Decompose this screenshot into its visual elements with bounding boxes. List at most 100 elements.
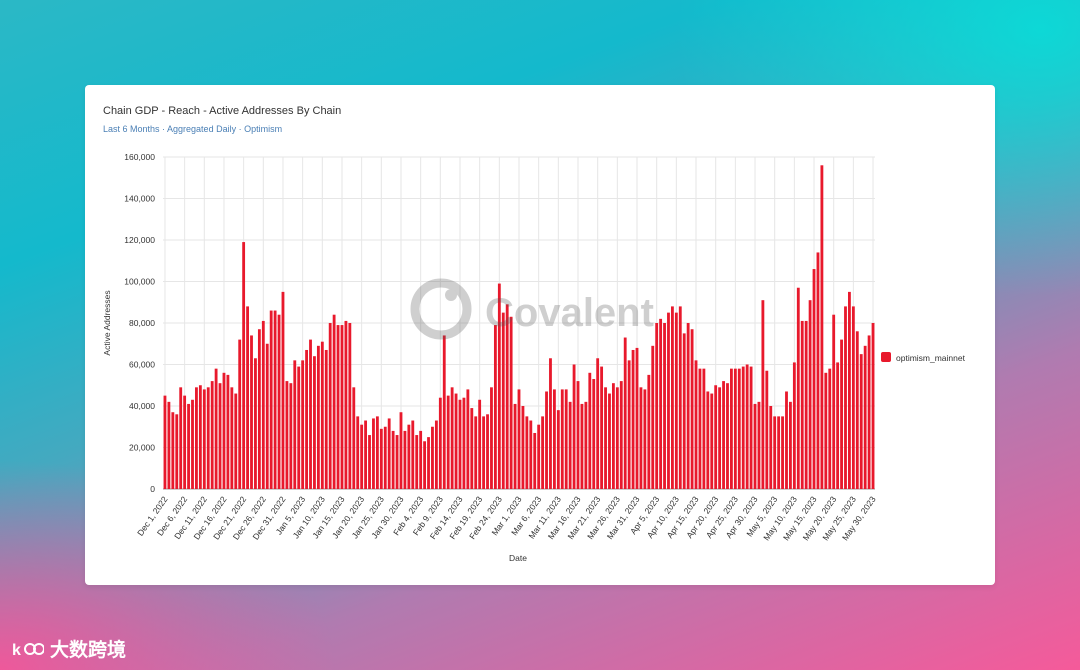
- bar[interactable]: [749, 366, 753, 489]
- bar[interactable]: [541, 416, 545, 490]
- bar[interactable]: [265, 343, 269, 489]
- bar[interactable]: [450, 387, 454, 489]
- bar[interactable]: [222, 372, 226, 489]
- bar[interactable]: [214, 368, 218, 489]
- bar[interactable]: [568, 401, 572, 489]
- bar[interactable]: [269, 310, 273, 489]
- bar[interactable]: [639, 387, 643, 489]
- bar[interactable]: [812, 269, 816, 489]
- bar[interactable]: [702, 368, 706, 489]
- bar[interactable]: [663, 323, 666, 489]
- bar[interactable]: [383, 426, 387, 489]
- bar[interactable]: [726, 383, 729, 489]
- bar[interactable]: [556, 410, 560, 489]
- bar[interactable]: [281, 291, 285, 490]
- bar[interactable]: [179, 387, 183, 489]
- bar[interactable]: [332, 314, 336, 489]
- bar[interactable]: [800, 320, 804, 489]
- bar[interactable]: [395, 435, 399, 489]
- bar[interactable]: [486, 414, 489, 489]
- bar[interactable]: [419, 430, 423, 489]
- bar[interactable]: [340, 325, 344, 489]
- bar[interactable]: [678, 306, 682, 489]
- bar[interactable]: [509, 316, 513, 489]
- bar[interactable]: [360, 424, 364, 489]
- bar[interactable]: [765, 370, 769, 489]
- bar[interactable]: [584, 401, 588, 489]
- bar[interactable]: [167, 401, 171, 489]
- bar[interactable]: [505, 304, 509, 489]
- bar[interactable]: [820, 165, 824, 490]
- bar[interactable]: [659, 318, 663, 489]
- bar[interactable]: [246, 306, 249, 489]
- bar[interactable]: [730, 368, 733, 489]
- bar[interactable]: [619, 381, 623, 489]
- bar[interactable]: [423, 441, 427, 489]
- bar[interactable]: [309, 339, 312, 489]
- bar[interactable]: [293, 360, 297, 489]
- bar[interactable]: [714, 385, 718, 489]
- bar[interactable]: [462, 397, 466, 489]
- bar[interactable]: [261, 320, 265, 489]
- bar[interactable]: [549, 358, 552, 489]
- bar[interactable]: [277, 314, 281, 489]
- bar[interactable]: [301, 360, 305, 489]
- bar[interactable]: [446, 395, 450, 490]
- bar[interactable]: [545, 391, 548, 489]
- bar[interactable]: [254, 358, 257, 489]
- bar[interactable]: [674, 312, 678, 490]
- bar[interactable]: [848, 291, 851, 490]
- bar[interactable]: [372, 418, 375, 489]
- bar[interactable]: [202, 389, 206, 489]
- bar[interactable]: [635, 347, 639, 489]
- bar[interactable]: [482, 416, 486, 490]
- bar[interactable]: [781, 416, 784, 490]
- bar[interactable]: [836, 362, 840, 489]
- bar[interactable]: [789, 401, 792, 489]
- bar[interactable]: [706, 391, 710, 489]
- bar[interactable]: [623, 337, 627, 489]
- bar[interactable]: [387, 418, 391, 489]
- bar[interactable]: [600, 366, 604, 489]
- bar[interactable]: [816, 252, 820, 489]
- bar[interactable]: [305, 349, 308, 489]
- bar[interactable]: [356, 416, 360, 490]
- bar[interactable]: [411, 420, 415, 489]
- bar[interactable]: [198, 385, 202, 489]
- bar[interactable]: [183, 395, 187, 490]
- bar[interactable]: [375, 416, 379, 490]
- bar[interactable]: [364, 420, 367, 489]
- bar[interactable]: [655, 323, 659, 489]
- bar[interactable]: [379, 428, 383, 489]
- bar[interactable]: [611, 383, 615, 489]
- bar[interactable]: [824, 372, 828, 489]
- bar[interactable]: [529, 420, 533, 489]
- bar[interactable]: [474, 416, 478, 490]
- bar[interactable]: [316, 345, 320, 489]
- bar[interactable]: [234, 393, 238, 489]
- bar[interactable]: [863, 345, 867, 489]
- bar[interactable]: [604, 387, 607, 489]
- bar[interactable]: [226, 374, 230, 490]
- bar[interactable]: [804, 320, 808, 489]
- bar[interactable]: [698, 368, 702, 489]
- bar[interactable]: [773, 416, 777, 490]
- bar[interactable]: [737, 368, 741, 489]
- bar[interactable]: [741, 366, 745, 489]
- bar[interactable]: [552, 389, 556, 489]
- bar[interactable]: [242, 242, 246, 489]
- bar[interactable]: [458, 399, 462, 489]
- bar[interactable]: [478, 399, 482, 489]
- bar[interactable]: [191, 399, 194, 489]
- bar[interactable]: [497, 283, 501, 489]
- bar[interactable]: [352, 387, 356, 489]
- bar[interactable]: [218, 383, 222, 489]
- bar[interactable]: [313, 356, 316, 489]
- bar[interactable]: [828, 368, 832, 489]
- bar[interactable]: [328, 323, 332, 489]
- bar[interactable]: [840, 339, 843, 489]
- bar[interactable]: [671, 306, 674, 489]
- bar[interactable]: [403, 430, 407, 489]
- bar[interactable]: [250, 335, 253, 489]
- bar[interactable]: [710, 393, 714, 489]
